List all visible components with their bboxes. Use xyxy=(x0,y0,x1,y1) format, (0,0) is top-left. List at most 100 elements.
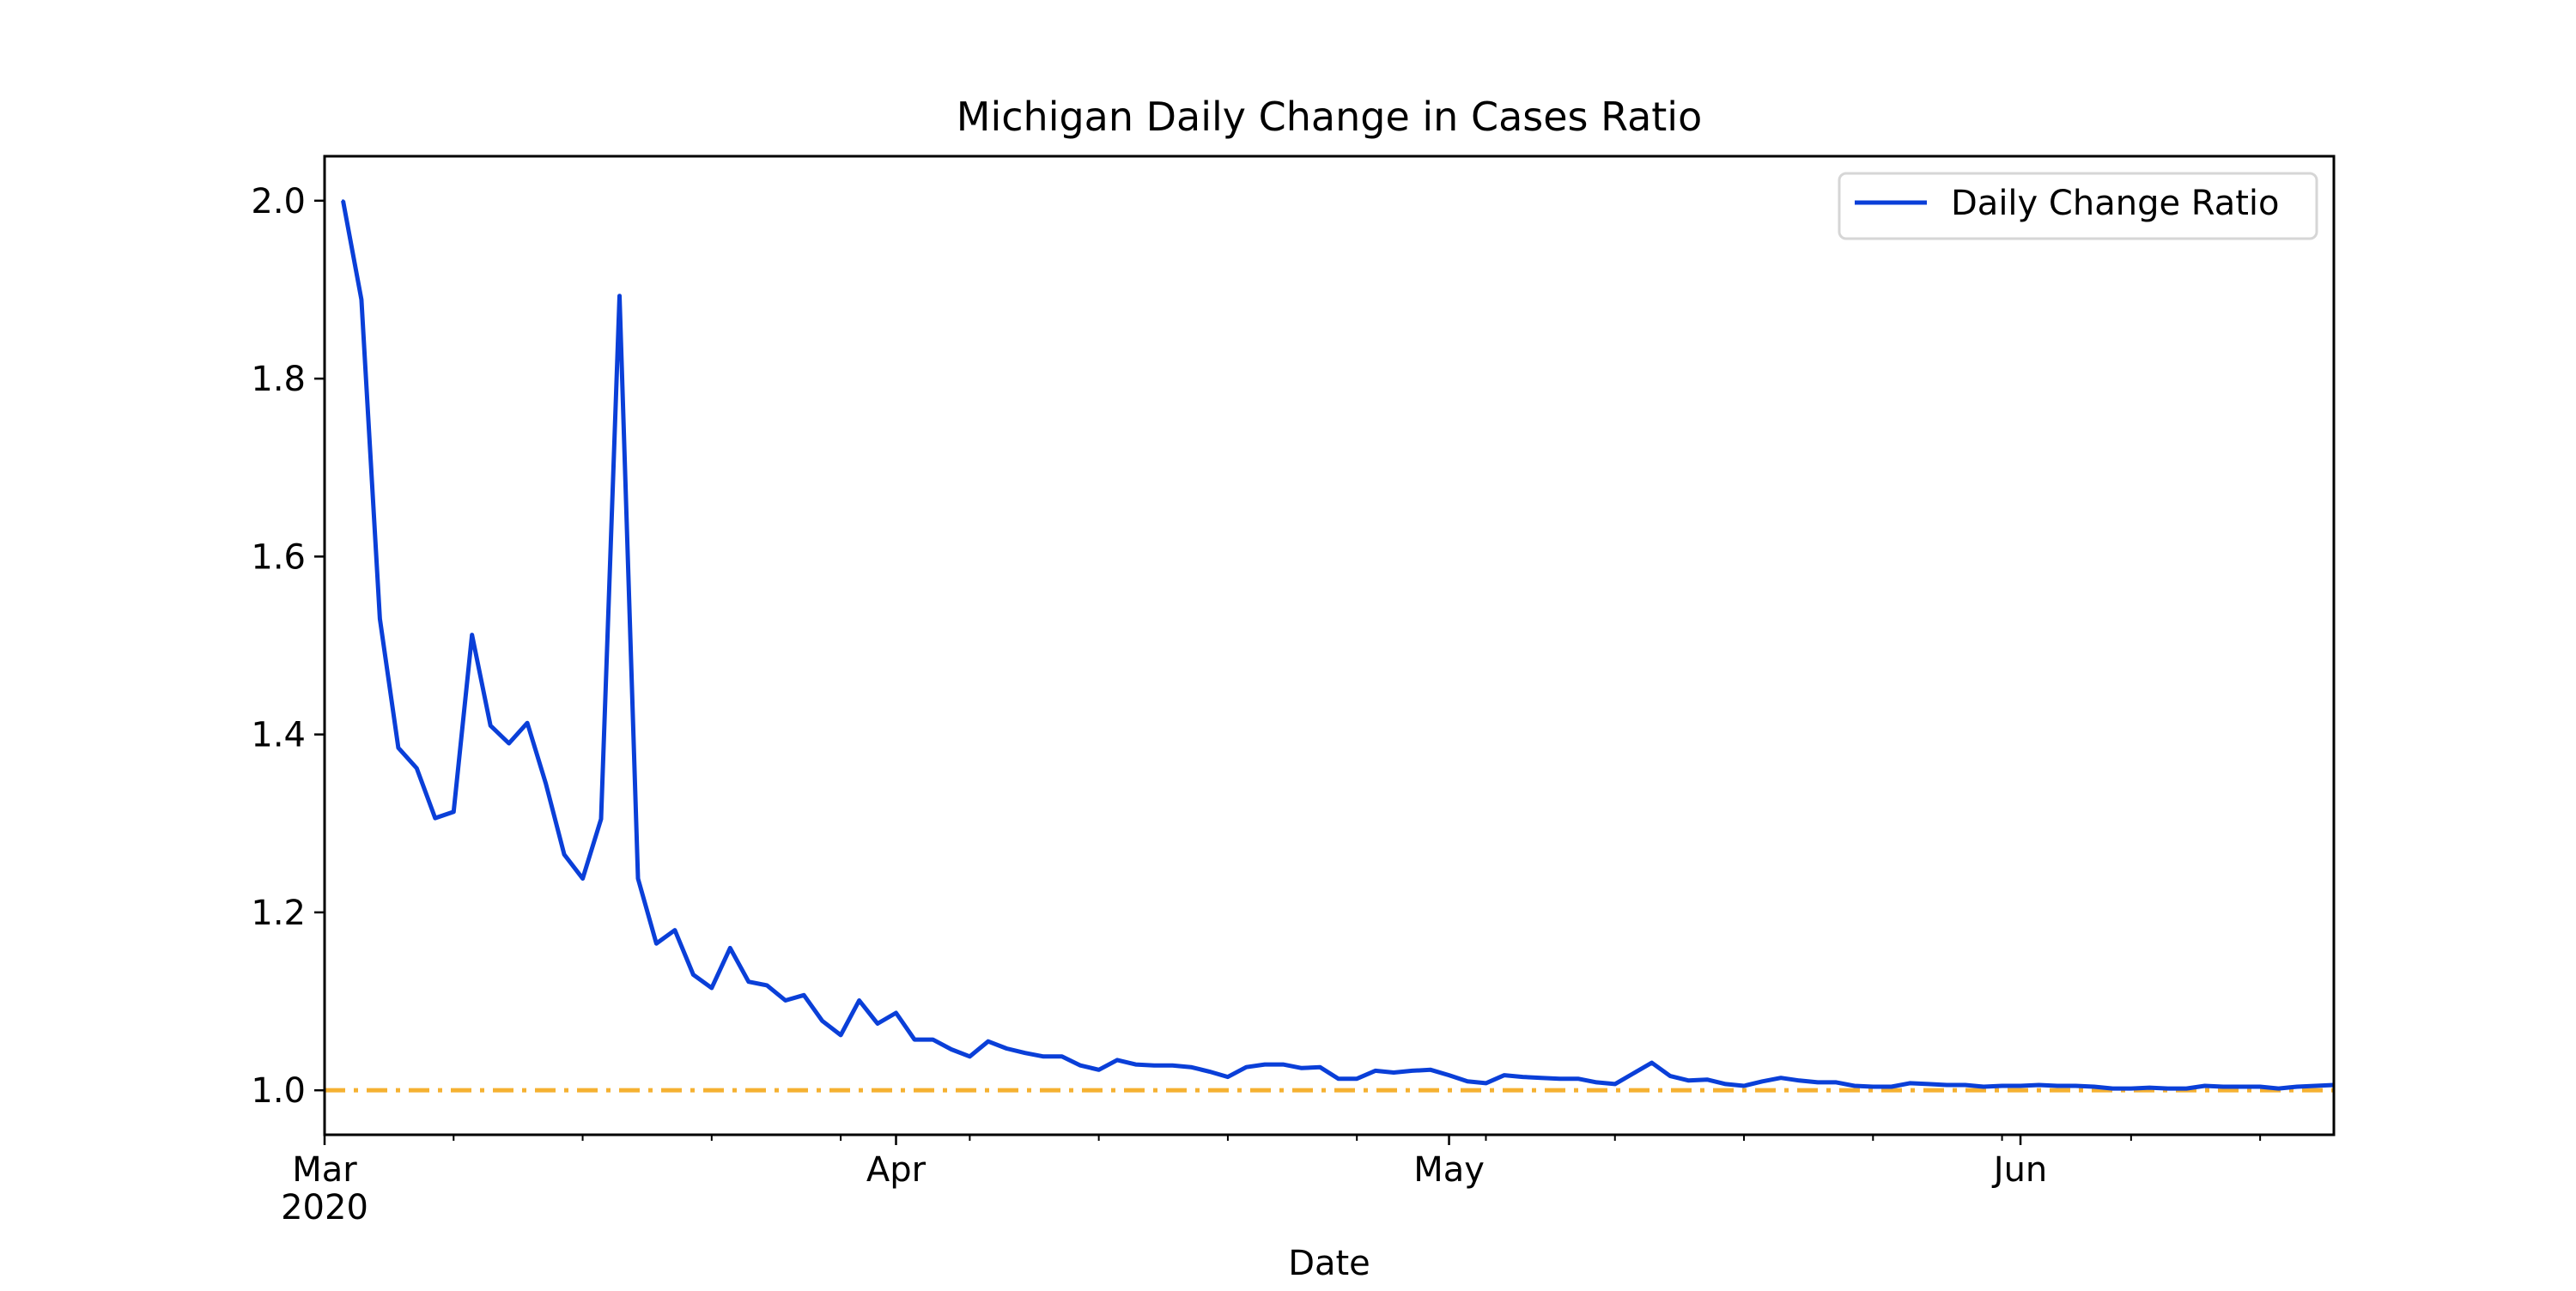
data-point xyxy=(1631,1072,1635,1075)
data-point xyxy=(1724,1082,1728,1086)
data-point xyxy=(1466,1080,1469,1083)
data-point xyxy=(2038,1083,2040,1087)
data-point xyxy=(1797,1079,1801,1082)
y-tick-label: 1.8 xyxy=(251,360,306,399)
plot-area xyxy=(325,199,2336,1093)
data-point xyxy=(2001,1084,2004,1088)
y-tick-label: 1.4 xyxy=(251,716,306,755)
data-point xyxy=(913,1038,916,1041)
data-point xyxy=(1152,1064,1156,1067)
data-point xyxy=(1024,1052,1027,1055)
data-point xyxy=(1300,1066,1303,1070)
plot-frame xyxy=(323,155,2336,1136)
data-point xyxy=(784,999,787,1002)
data-point xyxy=(1687,1079,1691,1082)
data-point xyxy=(2166,1087,2170,1090)
data-point xyxy=(1042,1055,1045,1058)
data-point xyxy=(2240,1085,2244,1088)
data-point xyxy=(415,767,418,770)
data-point xyxy=(1927,1082,1930,1086)
data-point xyxy=(452,810,455,814)
data-point xyxy=(968,1055,971,1058)
data-point xyxy=(342,199,344,203)
data-point xyxy=(581,877,585,880)
data-point xyxy=(1908,1082,1911,1085)
y-tick-label: 1.2 xyxy=(251,894,306,933)
legend: Daily Change Ratio xyxy=(1838,172,2318,240)
data-point xyxy=(1982,1085,1985,1088)
data-point xyxy=(544,782,548,785)
data-point xyxy=(1411,1069,1414,1072)
data-point xyxy=(2314,1084,2317,1088)
x-axis-label: Date xyxy=(1288,1244,1370,1283)
x-tick-sublabel: 2020 xyxy=(281,1188,368,1227)
data-point xyxy=(1485,1082,1487,1085)
data-point xyxy=(378,617,381,621)
data-point xyxy=(839,1033,842,1037)
data-point xyxy=(654,942,658,945)
data-point xyxy=(1189,1065,1193,1069)
data-point xyxy=(1595,1081,1598,1084)
data-point xyxy=(876,1022,879,1025)
data-point xyxy=(987,1039,990,1043)
data-point xyxy=(1668,1075,1672,1078)
data-point xyxy=(950,1048,953,1051)
data-point xyxy=(1097,1068,1101,1071)
data-point xyxy=(1613,1082,1617,1086)
data-point xyxy=(1134,1063,1138,1066)
data-point xyxy=(1281,1063,1285,1066)
data-point xyxy=(1964,1083,1967,1087)
x-tick-label: Apr xyxy=(866,1150,927,1190)
data-point xyxy=(858,999,861,1002)
data-point xyxy=(1705,1078,1709,1082)
data-point xyxy=(397,746,400,749)
data-point xyxy=(728,946,732,949)
data-point xyxy=(489,724,492,727)
data-point xyxy=(1263,1063,1267,1066)
data-point xyxy=(2277,1087,2281,1090)
data-point xyxy=(673,929,677,932)
data-point xyxy=(2148,1086,2151,1089)
data-point xyxy=(2074,1084,2077,1088)
data-point xyxy=(931,1038,934,1041)
data-point xyxy=(1115,1058,1119,1062)
data-point xyxy=(710,986,714,990)
data-point xyxy=(2129,1087,2133,1090)
data-point xyxy=(526,721,529,724)
data-point xyxy=(1060,1055,1064,1058)
legend-label: Daily Change Ratio xyxy=(1951,184,2279,223)
data-point xyxy=(1853,1084,1856,1088)
data-point xyxy=(2056,1084,2059,1088)
legend-box xyxy=(1838,172,2318,240)
data-point xyxy=(507,742,511,745)
data-point xyxy=(802,993,805,997)
data-point xyxy=(1226,1076,1230,1079)
data-point xyxy=(821,1019,824,1022)
data-point xyxy=(2295,1085,2299,1088)
data-point xyxy=(1244,1065,1248,1069)
data-point xyxy=(1834,1081,1838,1084)
data-point xyxy=(2111,1087,2114,1090)
data-point xyxy=(1650,1061,1654,1064)
data-point xyxy=(1890,1085,1893,1088)
data-point xyxy=(765,984,769,987)
data-point xyxy=(1742,1084,1746,1088)
data-point xyxy=(1577,1077,1580,1081)
data-point xyxy=(562,853,566,856)
y-tick-label: 2.0 xyxy=(251,182,306,221)
data-point xyxy=(1779,1076,1783,1080)
data-point xyxy=(1761,1080,1764,1083)
data-point xyxy=(2203,1084,2207,1088)
data-point xyxy=(434,816,437,820)
data-point xyxy=(1078,1064,1082,1067)
data-point xyxy=(1558,1077,1561,1081)
x-tick-label: Jun xyxy=(1991,1150,2048,1190)
data-point xyxy=(691,973,695,976)
data-point xyxy=(2093,1085,2096,1088)
data-point xyxy=(618,294,621,298)
data-point xyxy=(1374,1069,1377,1072)
y-tick-label: 1.6 xyxy=(251,537,306,577)
data-point xyxy=(2019,1084,2022,1088)
